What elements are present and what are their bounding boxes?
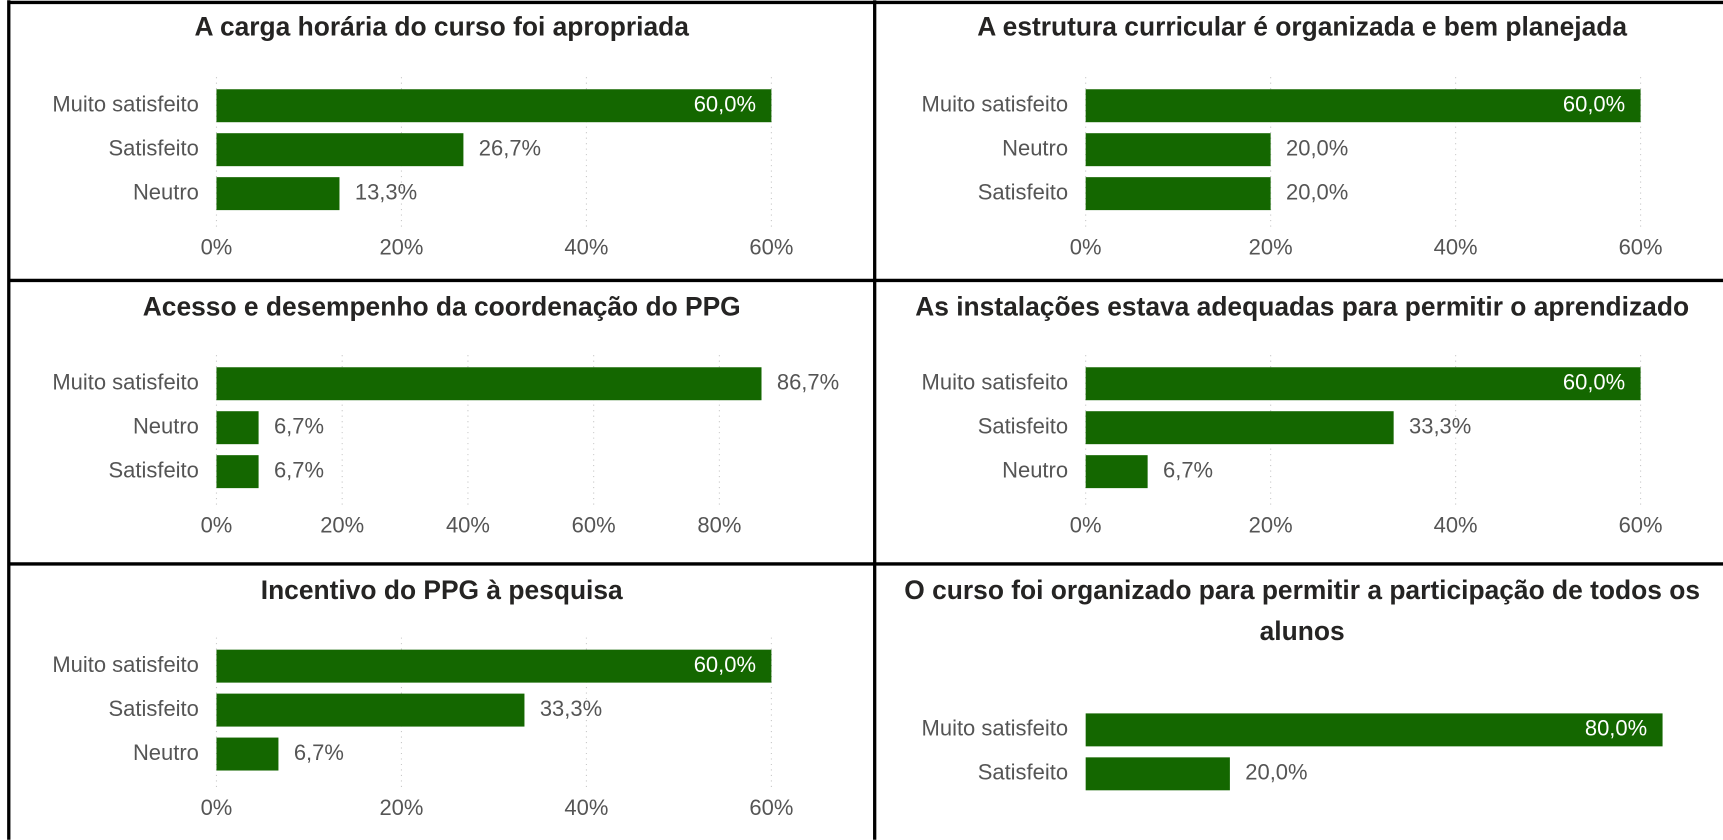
value-label: 60,0%	[694, 652, 756, 677]
x-tick-label: 40%	[1434, 234, 1478, 259]
x-tick-label: 60%	[572, 512, 616, 537]
value-label: 6,7%	[294, 740, 344, 765]
bar	[216, 737, 279, 771]
category-label: Satisfeito	[109, 135, 199, 160]
x-tick-label: 60%	[749, 795, 793, 820]
chart-title: A carga horária do curso foi apropriada	[194, 12, 689, 42]
value-label: 86,7%	[777, 370, 839, 395]
x-tick-label: 40%	[564, 795, 608, 820]
bar	[216, 367, 762, 401]
x-tick-label: 20%	[379, 795, 423, 820]
value-label: 60,0%	[1563, 92, 1625, 117]
x-tick-label: 0%	[1070, 512, 1102, 537]
x-tick-label: 60%	[749, 234, 793, 259]
category-label: Neutro	[133, 179, 199, 204]
value-label: 60,0%	[1563, 370, 1625, 395]
value-label: 6,7%	[1163, 457, 1213, 482]
category-label: Satisfeito	[109, 696, 199, 721]
value-label: 13,3%	[355, 179, 417, 204]
chart-title: As instalações estava adequadas para per…	[915, 292, 1690, 323]
category-label: Satisfeito	[978, 413, 1068, 438]
x-tick-label: 0%	[201, 234, 233, 259]
value-label: 20,0%	[1286, 135, 1348, 160]
x-tick-label: 60%	[1619, 234, 1663, 259]
value-label: 26,7%	[479, 135, 541, 160]
category-label: Satisfeito	[978, 760, 1068, 785]
value-label: 6,7%	[274, 457, 324, 482]
title-box: O curso foi organizado para permitir a p…	[904, 576, 1701, 647]
bar	[216, 693, 525, 727]
chart-title: O curso foi organizado para permitir a p…	[904, 576, 1701, 647]
value-label: 33,3%	[1409, 413, 1471, 438]
category-label: Neutro	[133, 740, 199, 765]
bar	[1085, 713, 1663, 747]
x-tick-label: 0%	[201, 512, 233, 537]
category-label: Neutro	[133, 413, 199, 438]
bar	[1085, 411, 1394, 445]
title-box: As instalações estava adequadas para per…	[915, 292, 1690, 323]
x-tick-label: 20%	[320, 512, 364, 537]
category-label: Muito satisfeito	[52, 370, 199, 395]
title-box: Acesso e desempenho da coordenação do PP…	[142, 292, 741, 323]
value-label: 33,3%	[540, 696, 602, 721]
category-label: Neutro	[1002, 457, 1068, 482]
category-label: Satisfeito	[978, 179, 1068, 204]
x-tick-label: 0%	[1070, 234, 1102, 259]
bar	[216, 133, 464, 167]
x-tick-label: 20%	[379, 234, 423, 259]
x-tick-label: 40%	[1434, 512, 1478, 537]
category-label: Muito satisfeito	[52, 92, 199, 117]
x-tick-label: 40%	[446, 512, 490, 537]
value-label: 20,0%	[1286, 179, 1348, 204]
value-label: 80,0%	[1585, 716, 1647, 741]
x-tick-label: 40%	[564, 234, 608, 259]
bar	[1085, 367, 1641, 401]
x-tick-label: 80%	[697, 512, 741, 537]
category-label: Muito satisfeito	[922, 370, 1069, 395]
chart-title: Acesso e desempenho da coordenação do PP…	[142, 292, 741, 323]
bar	[1085, 177, 1271, 211]
value-label: 6,7%	[274, 413, 324, 438]
category-label: Muito satisfeito	[922, 92, 1069, 117]
x-tick-label: 60%	[1619, 512, 1663, 537]
x-tick-label: 20%	[1249, 234, 1293, 259]
bar	[216, 89, 772, 123]
value-label: 60,0%	[694, 92, 756, 117]
category-label: Muito satisfeito	[52, 652, 199, 677]
bar	[1085, 89, 1641, 123]
bar	[216, 177, 340, 211]
title-box: A carga horária do curso foi apropriada	[194, 12, 689, 42]
category-label: Satisfeito	[109, 457, 199, 482]
category-label: Muito satisfeito	[922, 716, 1069, 741]
title-box: Incentivo do PPG à pesquisa	[260, 576, 623, 606]
bar	[216, 649, 772, 683]
bar	[1085, 455, 1148, 489]
x-tick-label: 20%	[1249, 512, 1293, 537]
chart-title: A estrutura curricular é organizada e be…	[977, 12, 1628, 42]
bar	[216, 455, 259, 489]
bar	[1085, 757, 1230, 791]
category-label: Neutro	[1002, 135, 1068, 160]
x-tick-label: 0%	[201, 795, 233, 820]
chart-title: Incentivo do PPG à pesquisa	[260, 576, 623, 606]
title-box: A estrutura curricular é organizada e be…	[977, 12, 1628, 42]
value-label: 20,0%	[1245, 760, 1307, 785]
bar	[1085, 133, 1271, 167]
bar	[216, 411, 259, 445]
